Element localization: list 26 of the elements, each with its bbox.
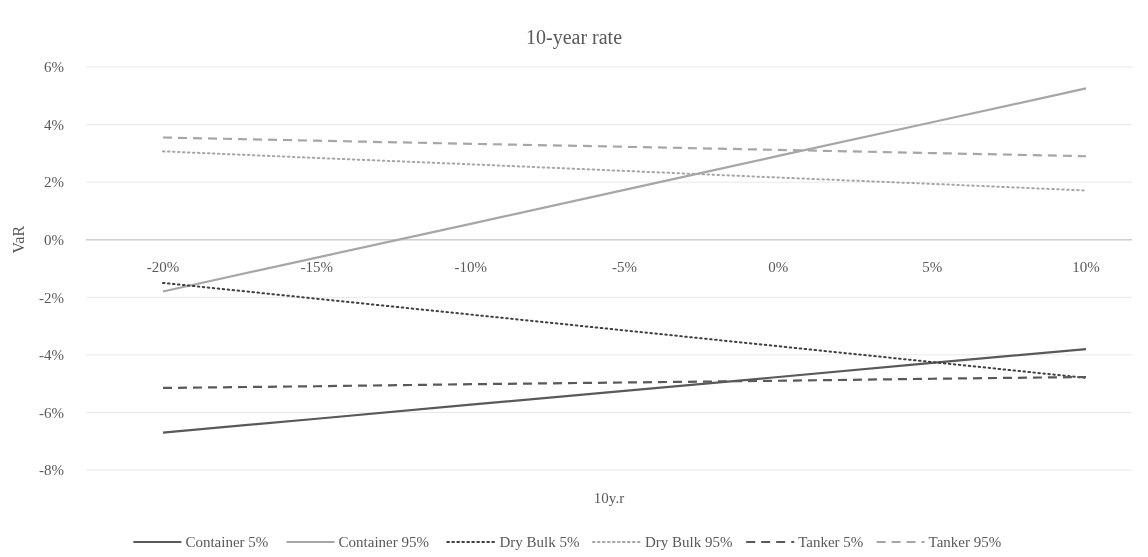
- x-tick-label: 0%: [768, 258, 789, 275]
- legend-label: Dry Bulk 5%: [499, 534, 580, 550]
- y-tick-label: 0%: [44, 231, 64, 248]
- x-tick-label: 5%: [922, 258, 943, 275]
- y-tick-label: 6%: [44, 59, 64, 76]
- line-series: [162, 281, 1087, 379]
- y-tick-label: 4%: [44, 116, 64, 133]
- legend-label: Container 5%: [185, 534, 269, 550]
- x-tick-label: -10%: [454, 258, 487, 275]
- x-axis-title: 10y.r: [593, 490, 625, 506]
- y-tick-label: -4%: [39, 347, 64, 364]
- y-tick-label: -2%: [39, 289, 64, 306]
- legend-label: Container 95%: [338, 534, 430, 550]
- y-axis-title: VaR: [10, 225, 27, 254]
- line-series: [161, 348, 1088, 434]
- chart-title: 10-year rate: [525, 26, 623, 49]
- legend-label: Dry Bulk 95%: [645, 534, 733, 550]
- y-tick-label: 2%: [44, 174, 64, 191]
- x-tick-label: -15%: [300, 258, 334, 275]
- legend-label: Tanker 5%: [798, 534, 864, 550]
- x-tick-label: -5%: [612, 258, 637, 275]
- x-tick-label: 10%: [1072, 258, 1100, 275]
- x-tick-label: -20%: [146, 258, 180, 275]
- y-tick-label: -8%: [39, 462, 64, 479]
- y-tick-label: -6%: [39, 404, 64, 421]
- legend-label: Tanker 95%: [928, 534, 1002, 550]
